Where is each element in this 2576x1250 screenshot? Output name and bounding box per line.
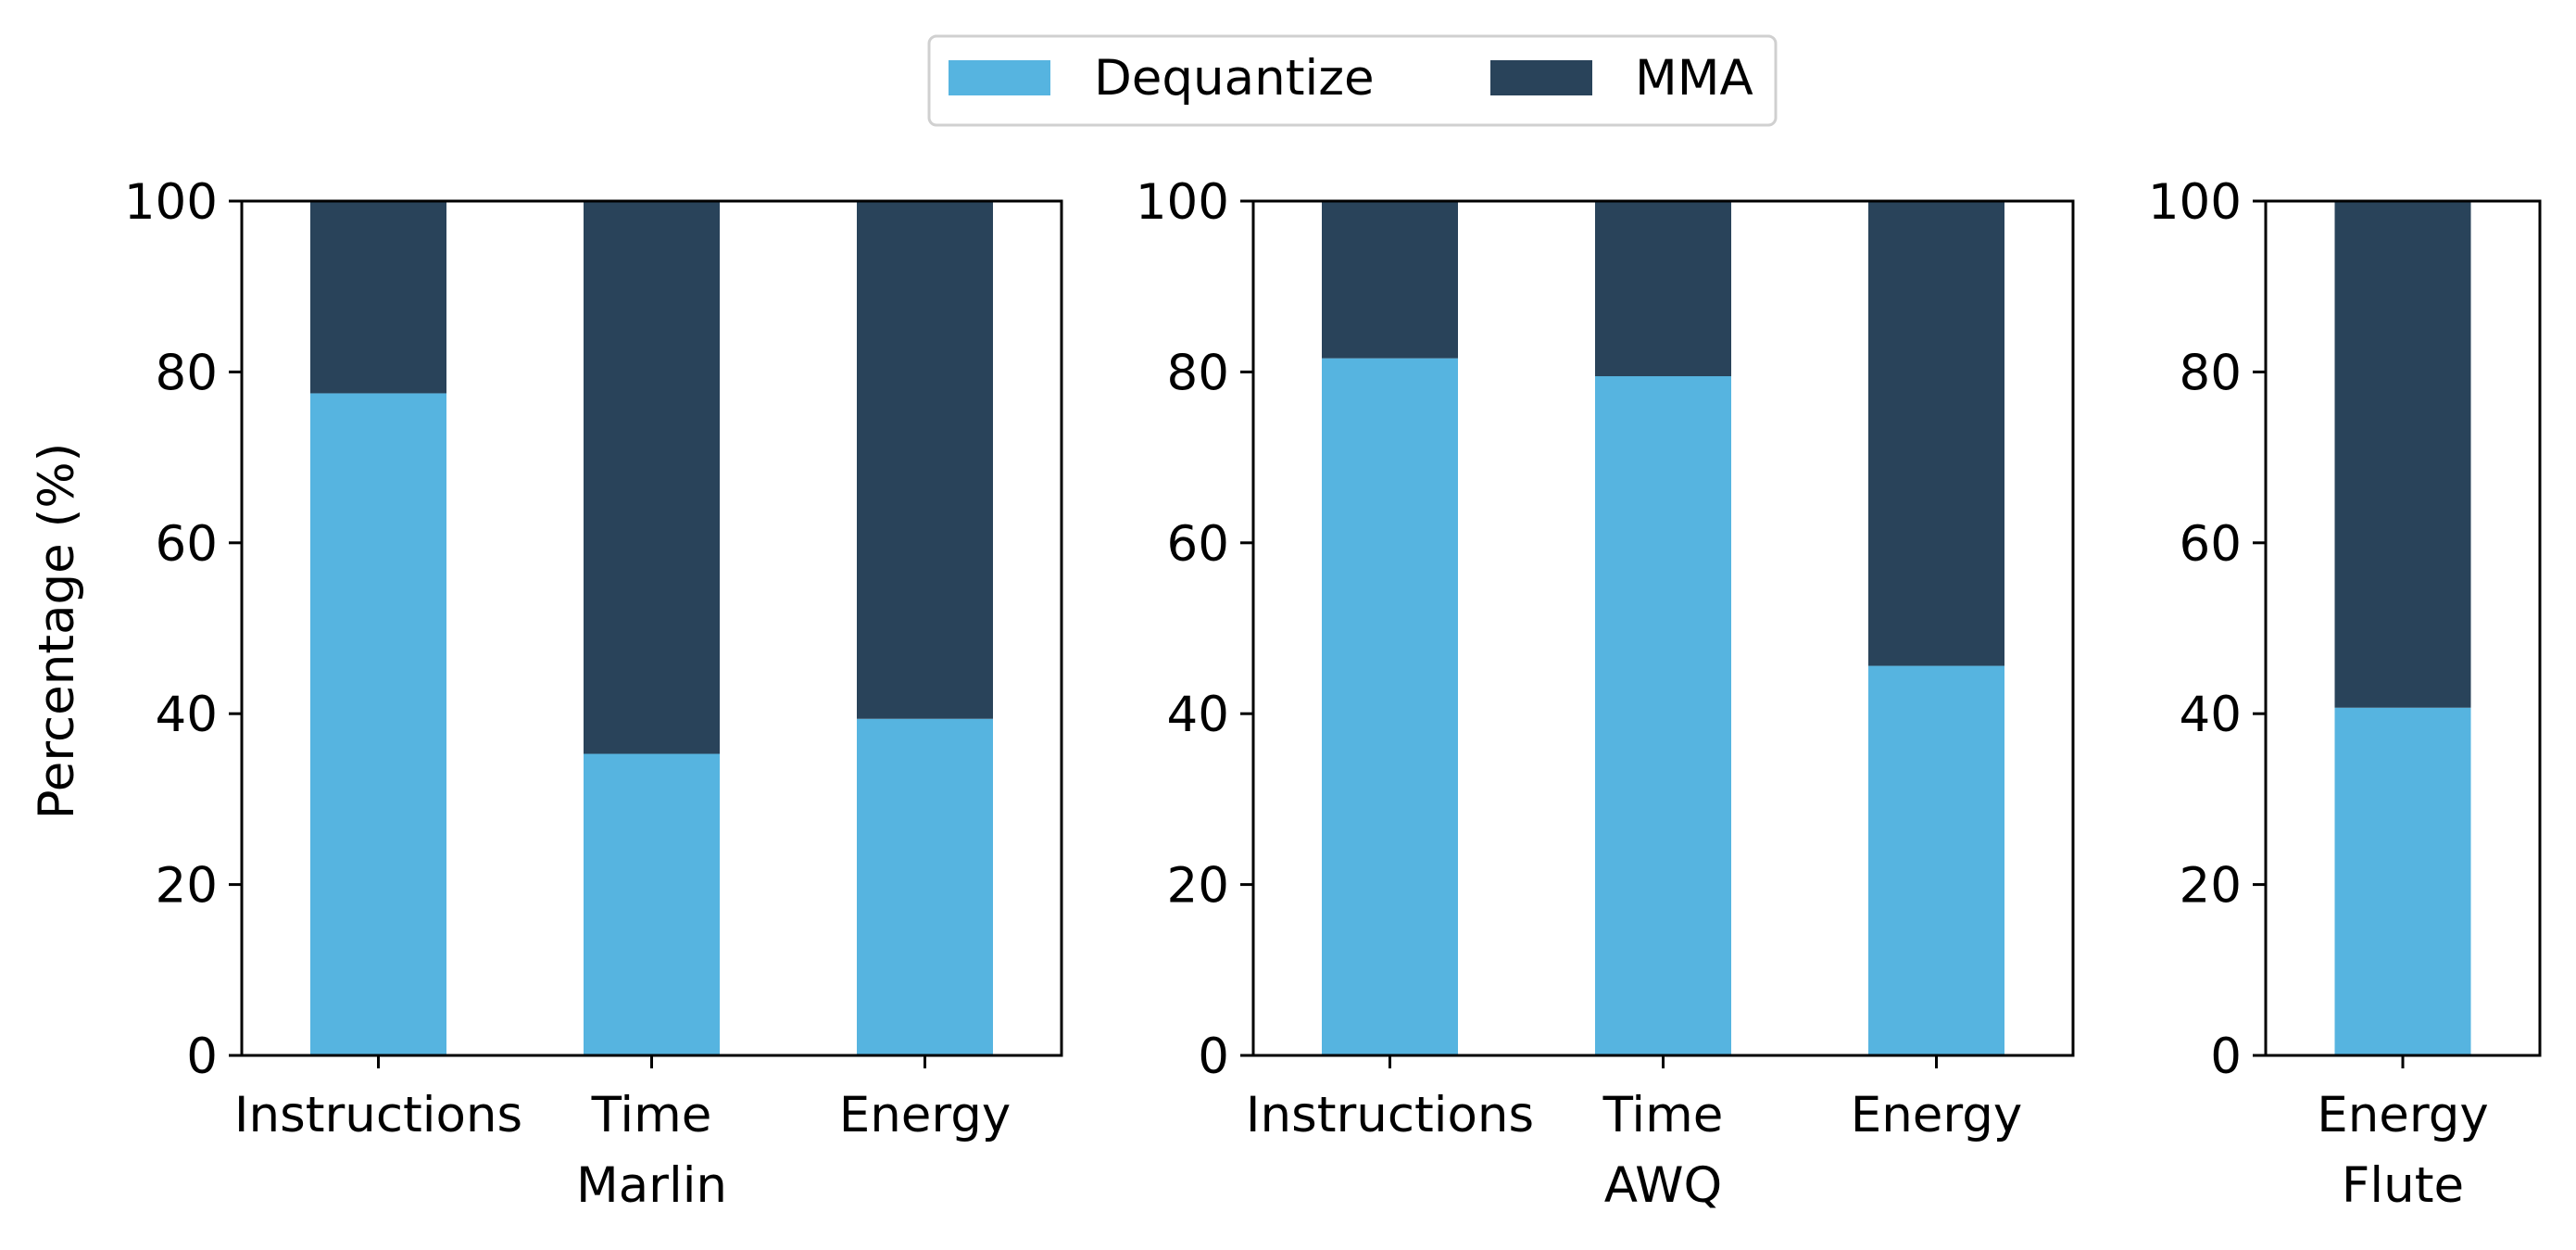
bar-flute-energy-mma [2334,201,2471,708]
x-tick-label-awq-time: Time [1602,1087,1724,1143]
x-tick-label-awq-instructions: Instructions [1246,1087,1534,1143]
y-tick-label-awq-0: 0 [1198,1029,1229,1085]
x-axis-label-awq: AWQ [1604,1157,1722,1214]
bar-awq-time-mma [1595,201,1731,377]
bar-awq-energy-dequantize [1868,665,2004,1055]
legend-label-dequantize: Dequantize [1094,50,1375,107]
legend-swatch-dequantize [949,60,1050,95]
y-tick-label-flute-0: 0 [2210,1029,2242,1085]
x-axis-label-flute: Flute [2342,1157,2464,1214]
y-axis-label: Percentage (%) [29,443,85,820]
bar-marlin-energy-dequantize [857,718,993,1055]
y-tick-label-flute-80: 80 [2180,345,2242,401]
legend-swatch-mma [1490,60,1592,95]
bar-marlin-time-mma [584,201,720,754]
y-tick-label-marlin-60: 60 [156,516,218,573]
x-tick-label-flute-energy: Energy [2317,1087,2489,1143]
y-tick-label-flute-60: 60 [2180,516,2242,573]
bar-marlin-time-dequantize [584,753,720,1055]
bar-flute-energy-dequantize [2334,707,2471,1055]
bar-awq-instructions-dequantize [1322,358,1458,1055]
legend-label-mma: MMA [1635,50,1753,107]
legend-frame [927,34,1778,127]
y-tick-label-marlin-100: 100 [124,174,218,231]
y-tick-label-awq-40: 40 [1167,687,1229,743]
y-tick-label-marlin-0: 0 [186,1029,218,1085]
bar-awq-energy-mma [1868,201,2004,666]
x-tick-label-marlin-energy: Energy [839,1087,1012,1143]
y-tick-label-awq-100: 100 [1136,174,1229,231]
legend: Dequantize MMA [927,34,1778,127]
panel-flute: 0 20 40 60 80 100 Energy Flute [2148,174,2542,1214]
y-tick-label-awq-60: 60 [1167,516,1229,573]
x-axis-label-marlin: Marlin [576,1157,727,1214]
bar-marlin-instructions-mma [310,201,446,394]
panel-awq: 0 20 40 60 80 100 Instructions Time Energy AWQ [1136,174,2075,1214]
chart-panels: 0 20 40 60 80 100 Instructions Time Energy Marlin… [124,174,2542,1214]
panel-marlin: 0 20 40 60 80 100 Instructions Time Energy Marlin [124,174,1063,1214]
bar-awq-instructions-mma [1322,201,1458,359]
x-tick-label-marlin-time: Time [591,1087,712,1143]
bar-marlin-instructions-dequantize [310,393,446,1055]
bar-marlin-energy-mma [857,201,993,719]
y-tick-label-marlin-80: 80 [156,345,218,401]
y-tick-label-flute-20: 20 [2180,858,2242,915]
y-tick-label-flute-40: 40 [2180,687,2242,743]
y-tick-label-awq-20: 20 [1167,858,1229,915]
y-tick-label-marlin-40: 40 [156,687,218,743]
bar-awq-time-dequantize [1595,376,1731,1055]
y-tick-label-flute-100: 100 [2148,174,2242,231]
y-tick-label-marlin-20: 20 [156,858,218,915]
y-tick-label-awq-80: 80 [1167,345,1229,401]
x-tick-label-marlin-instructions: Instructions [234,1087,522,1143]
x-tick-label-awq-energy: Energy [1851,1087,2023,1143]
